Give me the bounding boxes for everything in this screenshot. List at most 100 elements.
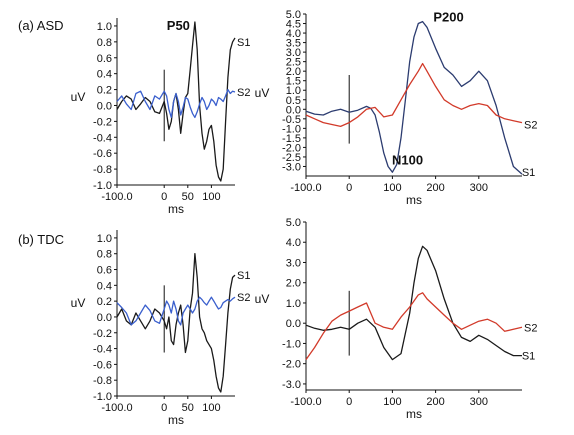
x-tick-label: 100 [202, 402, 220, 414]
y-tick-label: 5.0 [286, 217, 301, 229]
y-tick-label: 5.0 [286, 9, 301, 21]
y-tick-label: -3.0 [282, 379, 301, 391]
series-label-s2: S2 [524, 322, 537, 334]
x-tick-label: 0 [346, 182, 352, 194]
y-tick-label: 0.0 [286, 318, 301, 330]
panel-label-asd: (a) ASD [18, 18, 64, 33]
y-tick-label: 1.0 [286, 85, 301, 97]
series-line-s1 [116, 21, 236, 182]
y-tick-label: -2.0 [282, 359, 301, 371]
x-axis-label: ms [168, 413, 184, 427]
y-tick-label: -0.5 [282, 114, 301, 126]
y-tick-label: -3.0 [282, 161, 301, 173]
y-tick-label: -0.4 [93, 132, 112, 144]
x-axis-label: ms [168, 202, 184, 216]
y-axis-label: uV [71, 90, 86, 104]
x-tick-label: 100 [383, 182, 401, 194]
y-tick-label: -1.0 [93, 391, 112, 403]
y-axis-label: uV [255, 86, 270, 100]
y-tick-label: 0.4 [97, 280, 112, 292]
chart-tdc-short: -1.0 -0.8 -0.6 -0.4 -0.2 0.0 0.2 0.4 0.6 0.8 1.0 -1… [71, 230, 250, 427]
peak-label: P200 [433, 10, 463, 25]
series-line-s2 [116, 296, 236, 326]
y-axis-label: uV [71, 296, 86, 310]
y-tick-label: 2.0 [286, 278, 301, 290]
y-tick-label: 0.6 [97, 53, 112, 65]
y-tick-label: -2.0 [282, 142, 301, 154]
y-tick-label: 0.4 [97, 69, 112, 81]
series-label-s1: S1 [522, 351, 535, 363]
x-axis-label: ms [406, 193, 422, 207]
series-label-s1: S1 [237, 37, 250, 49]
series-label-s1: S1 [237, 270, 250, 282]
y-tick-label: -0.6 [93, 148, 112, 160]
y-tick-label: 3.5 [286, 38, 301, 50]
series-label-s2: S2 [524, 120, 537, 132]
y-tick-label: 4.0 [286, 237, 301, 249]
chart-asd-long: -3.0-2.5-2.0-1.5-1.0-0.50.00.51.01.52.02… [255, 9, 538, 207]
x-tick-label: -100.0 [101, 191, 132, 203]
x-tick-label: 0 [161, 191, 167, 203]
series-label-s2: S2 [237, 87, 250, 99]
y-tick-label: 3.0 [286, 257, 301, 269]
x-tick-label: 100 [202, 191, 220, 203]
series-line-s2 [305, 62, 523, 128]
y-tick-label: -0.4 [93, 344, 112, 356]
x-tick-label: 50 [182, 402, 194, 414]
y-tick-label: 2.0 [286, 66, 301, 78]
y-tick-label: -1.0 [282, 338, 301, 350]
x-tick-label: 300 [470, 396, 488, 408]
series-line-s2 [116, 88, 236, 119]
series-line-s2 [305, 292, 523, 360]
peak-label: P50 [167, 18, 190, 33]
y-tick-label: 0.0 [97, 312, 112, 324]
y-tick-label: -1.5 [282, 133, 301, 145]
x-tick-label: -100.0 [101, 402, 132, 414]
y-tick-label: 0.6 [97, 265, 112, 277]
y-tick-label: 4.5 [286, 19, 301, 31]
chart-tdc-long: -3.0 -2.0 -1.0 0.0 1.0 2.0 3.0 4.0 5.0 -100.0 0 100… [255, 217, 538, 421]
y-tick-label: 2.5 [286, 57, 301, 69]
y-tick-label: 0.8 [97, 37, 112, 49]
chart-asd-short: -1.0 -0.8 -0.6 -0.4 -0.2 0.0 0.2 0.4 0.6 0.8 1.0 -1… [71, 18, 251, 216]
x-tick-label: 0 [346, 396, 352, 408]
y-tick-label: 0.2 [97, 85, 112, 97]
chart-panels: -1.0 -0.8 -0.6 -0.4 -0.2 0.0 0.2 0.4 0.6 0.8 1.0 -1… [71, 9, 538, 427]
y-tick-label: 1.5 [286, 76, 301, 88]
y-tick-label: 0.0 [97, 100, 112, 112]
y-tick-label: 1.0 [97, 233, 112, 245]
y-tick-label: -1.0 [282, 123, 301, 135]
x-tick-label: 200 [426, 182, 444, 194]
series-label-s1: S1 [522, 167, 535, 179]
y-tick-label: 0.8 [97, 249, 112, 261]
panel-label-tdc: (b) TDC [18, 232, 64, 247]
x-tick-label: -100.0 [290, 396, 321, 408]
y-tick-label: 0.2 [97, 296, 112, 308]
y-tick-label: -0.2 [93, 328, 112, 340]
y-tick-label: -0.8 [93, 375, 112, 387]
y-tick-label: 0.0 [286, 104, 301, 116]
series-line-s1 [305, 20, 523, 175]
y-tick-label: -0.8 [93, 164, 112, 176]
x-tick-label: 300 [470, 182, 488, 194]
y-tick-label: -1.0 [93, 180, 112, 192]
y-tick-label: 0.5 [286, 95, 301, 107]
x-tick-label: 0 [161, 402, 167, 414]
y-tick-label: 3.0 [286, 47, 301, 59]
y-tick-label: -0.6 [93, 359, 112, 371]
y-axis-label: uV [255, 292, 270, 306]
x-tick-label: 200 [426, 396, 444, 408]
x-tick-label: -100.0 [290, 182, 321, 194]
y-tick-label: -2.5 [282, 152, 301, 164]
series-line-s1 [305, 245, 522, 361]
series-line-s1 [116, 253, 236, 393]
peak-label: N100 [392, 153, 423, 168]
y-tick-label: 1.0 [286, 298, 301, 310]
x-axis-label: ms [406, 407, 422, 421]
series-label-s2: S2 [237, 292, 250, 304]
y-tick-label: -0.2 [93, 116, 112, 128]
y-tick-label: 4.0 [286, 28, 301, 40]
x-tick-label: 100 [383, 396, 401, 408]
y-tick-label: 1.0 [97, 21, 112, 33]
